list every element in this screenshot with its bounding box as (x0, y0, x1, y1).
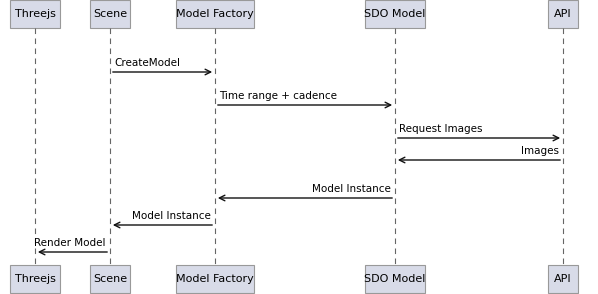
FancyBboxPatch shape (10, 265, 60, 293)
Text: Render Model: Render Model (35, 238, 106, 248)
Text: Scene: Scene (93, 274, 127, 284)
Text: Threejs: Threejs (14, 9, 56, 19)
Text: Model Instance: Model Instance (132, 211, 211, 221)
Text: Images: Images (521, 146, 559, 156)
Text: CreateModel: CreateModel (114, 58, 180, 68)
FancyBboxPatch shape (176, 265, 254, 293)
Text: Scene: Scene (93, 9, 127, 19)
FancyBboxPatch shape (548, 0, 578, 28)
FancyBboxPatch shape (365, 0, 425, 28)
FancyBboxPatch shape (90, 265, 130, 293)
Text: Threejs: Threejs (14, 274, 56, 284)
Text: Request Images: Request Images (399, 124, 483, 134)
Text: API: API (554, 9, 572, 19)
Text: SDO Model: SDO Model (364, 274, 426, 284)
FancyBboxPatch shape (365, 265, 425, 293)
FancyBboxPatch shape (90, 0, 130, 28)
Text: Model Factory: Model Factory (176, 9, 254, 19)
Text: API: API (554, 274, 572, 284)
Text: Model Instance: Model Instance (312, 184, 391, 194)
FancyBboxPatch shape (548, 265, 578, 293)
Text: Model Factory: Model Factory (176, 274, 254, 284)
Text: Time range + cadence: Time range + cadence (219, 91, 337, 101)
FancyBboxPatch shape (10, 0, 60, 28)
FancyBboxPatch shape (176, 0, 254, 28)
Text: SDO Model: SDO Model (364, 9, 426, 19)
